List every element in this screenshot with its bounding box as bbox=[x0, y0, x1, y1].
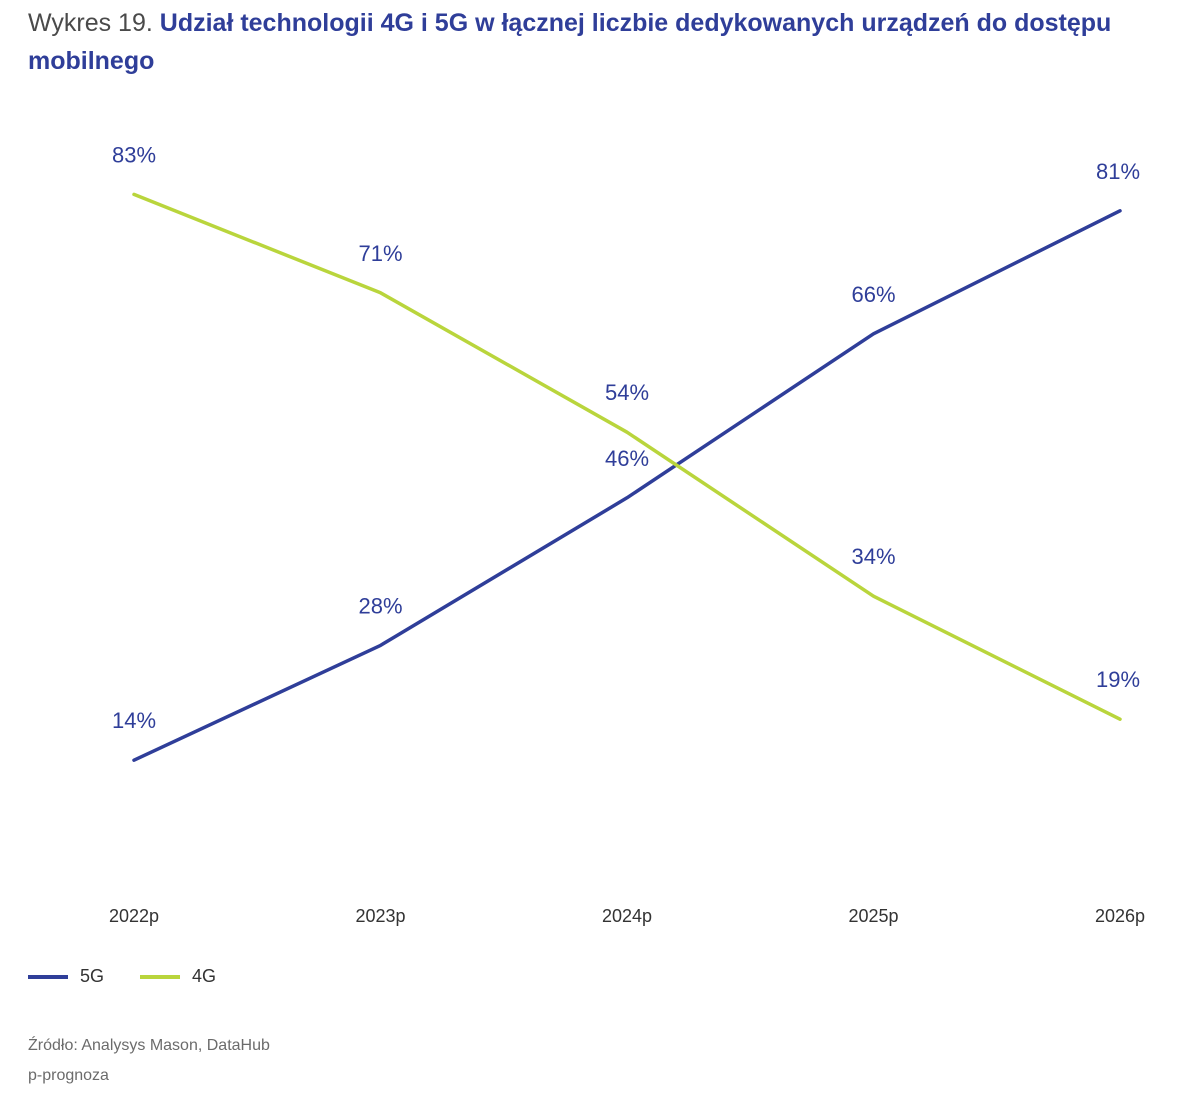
legend-swatch-5g bbox=[28, 974, 68, 979]
data-label-5g: 46% bbox=[605, 446, 649, 471]
legend-label-4g: 4G bbox=[192, 966, 217, 986]
data-label-5g: 81% bbox=[1096, 159, 1140, 184]
chart-title-prefix: Wykres 19. bbox=[28, 9, 153, 37]
x-tick-label: 2026p bbox=[1095, 906, 1145, 926]
legend-label-5g: 5G bbox=[80, 966, 105, 986]
legend-item-4g: 4G bbox=[140, 966, 216, 987]
x-tick-label: 2022p bbox=[109, 906, 159, 926]
data-label-4g: 34% bbox=[851, 544, 895, 569]
chart-title: Wykres 19. Udział technologii 4G i 5G w … bbox=[28, 4, 1128, 80]
x-tick-label: 2025p bbox=[848, 906, 898, 926]
data-label-4g: 83% bbox=[112, 142, 156, 167]
data-label-5g: 28% bbox=[358, 593, 402, 618]
x-tick-label: 2024p bbox=[602, 906, 652, 926]
data-label-4g: 54% bbox=[605, 380, 649, 405]
data-label-4g: 71% bbox=[358, 241, 402, 266]
series-line-4g bbox=[132, 192, 1122, 721]
forecast-note: p-prognoza bbox=[28, 1067, 109, 1084]
data-label-5g: 14% bbox=[112, 708, 156, 733]
data-label-5g: 66% bbox=[851, 282, 895, 307]
series-line-5g bbox=[132, 209, 1122, 762]
chart-footer: Źródło: Analysys Mason, DataHub p-progno… bbox=[28, 1031, 270, 1091]
data-label-4g: 19% bbox=[1096, 667, 1140, 692]
legend-item-5g: 5G bbox=[28, 966, 104, 987]
source-text: Źródło: Analysys Mason, DataHub bbox=[28, 1037, 270, 1054]
legend-swatch-4g bbox=[140, 974, 181, 979]
chart-title-text: Udział technologii 4G i 5G w łącznej lic… bbox=[28, 9, 1112, 75]
x-tick-label: 2023p bbox=[355, 906, 405, 926]
chart-legend: 5G 4G bbox=[28, 966, 252, 987]
